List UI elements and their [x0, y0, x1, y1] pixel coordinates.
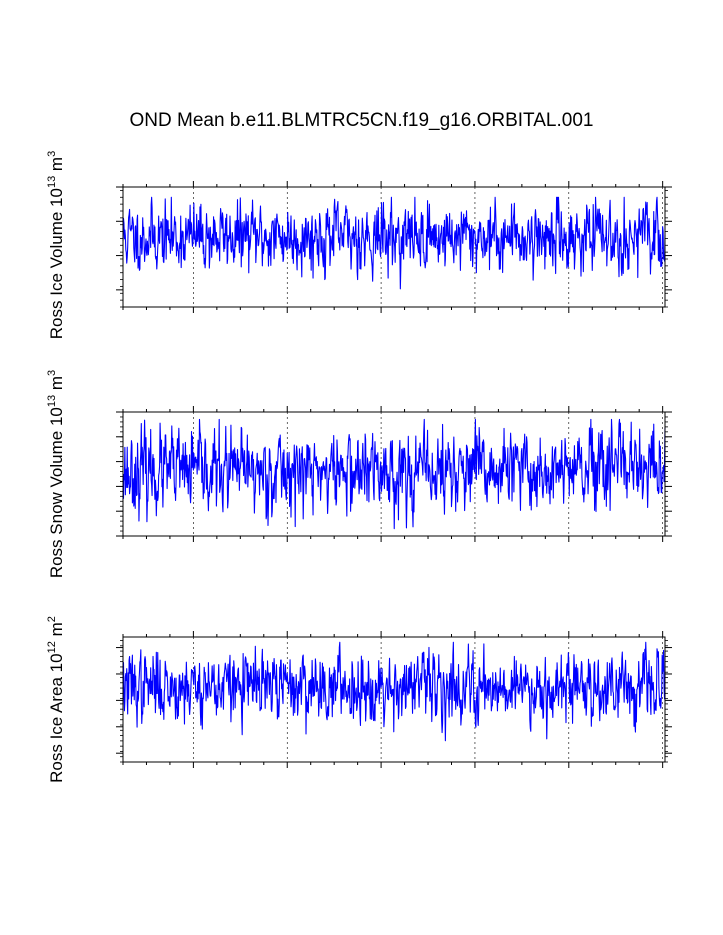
y-axis-label: Ross Snow Volume 1013 m3: [46, 370, 66, 578]
plot-frame: [122, 636, 666, 763]
y-axis-label-text: Ross Snow Volume: [47, 426, 66, 578]
y-axis-label-text: Ross Ice Volume: [47, 207, 66, 339]
y-axis-label: Ross Ice Area 1012 m2: [46, 616, 66, 783]
plot-frame: [122, 411, 666, 537]
figure-title: OND Mean b.e11.BLMTRC5CN.f19_g16.ORBITAL…: [129, 110, 594, 131]
y-axis-label: Ross Ice Volume 1013 m3: [46, 151, 66, 339]
series-line-ross-snow-volume: [122, 418, 666, 530]
y-axis-label-power: 13: [46, 395, 58, 407]
y-axis-label-unit: m: [47, 157, 66, 171]
y-axis-label-unit-power: 3: [46, 151, 58, 157]
y-axis-label-unit: m: [47, 622, 66, 636]
y-axis-label-power: 13: [46, 176, 58, 188]
series-line-ross-ice-area: [122, 641, 666, 742]
plot-frame: [122, 186, 666, 308]
y-axis-label-unit: m: [47, 376, 66, 390]
series-line-ross-ice-volume: [122, 196, 666, 290]
y-axis-label-unit-power: 2: [46, 616, 58, 622]
y-axis-label-unit-power: 3: [46, 370, 58, 376]
y-axis-label-power: 12: [46, 641, 58, 653]
y-axis-label-text: Ross Ice Area: [47, 672, 66, 783]
